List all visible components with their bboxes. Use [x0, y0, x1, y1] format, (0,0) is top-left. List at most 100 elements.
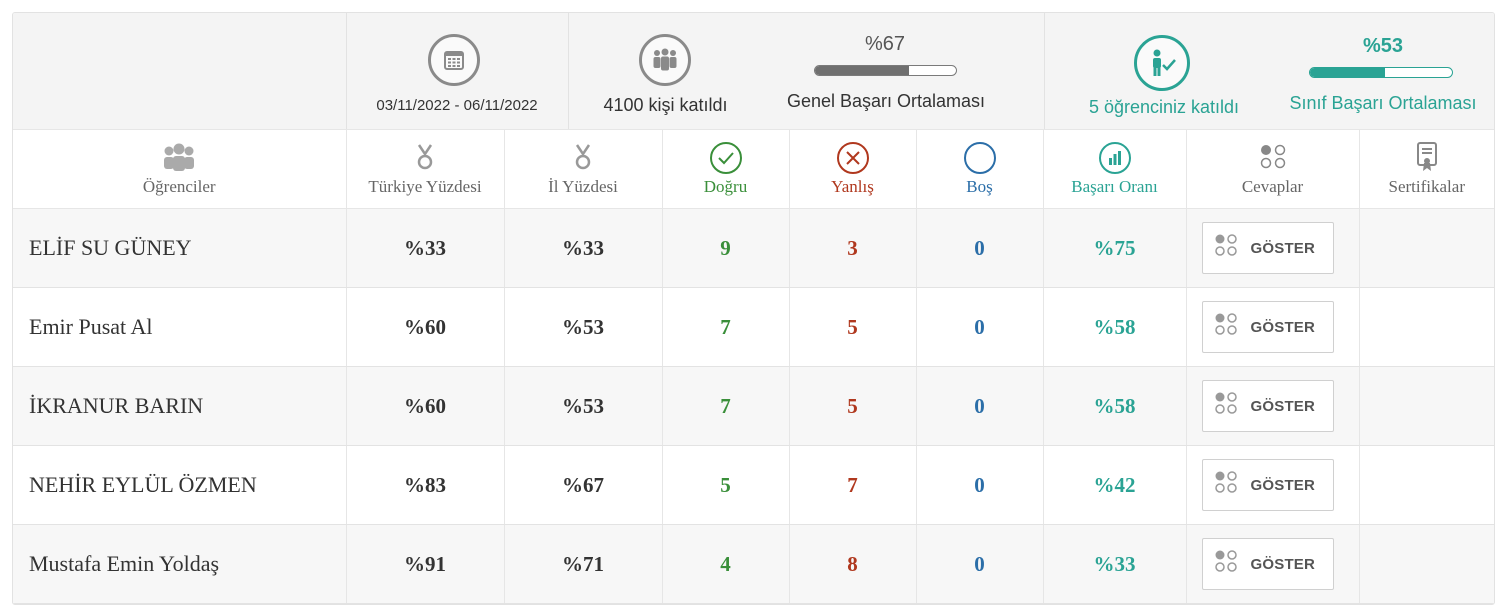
student-name: Emir Pusat Al — [13, 287, 346, 367]
answers-cell: GÖSTER — [1185, 366, 1359, 446]
show-answers-button[interactable]: GÖSTER — [1201, 301, 1334, 353]
column-label: Türkiye Yüzdesi — [368, 177, 482, 196]
il-percent: %33 — [503, 208, 662, 288]
column-certificates: Sertifikalar — [1358, 130, 1495, 209]
column-label: Öğrenciler — [142, 177, 216, 196]
student-name: Mustafa Emin Yoldaş — [13, 524, 346, 604]
column-il-percent: İl Yüzdesi — [503, 130, 662, 209]
show-button-label: GÖSTER — [1250, 476, 1316, 494]
empty-count: 0 — [915, 524, 1043, 604]
show-answers-button[interactable]: GÖSTER — [1201, 538, 1334, 590]
bar-chart-circle-icon — [1044, 141, 1186, 175]
wrong-count: 8 — [788, 524, 916, 604]
column-wrong: Yanlış — [788, 130, 916, 209]
column-label: Yanlış — [831, 177, 874, 196]
il-percent: %67 — [503, 445, 662, 525]
certificate-cell — [1358, 366, 1494, 446]
show-button-label: GÖSTER — [1250, 239, 1316, 257]
student-check-icon — [1134, 35, 1190, 91]
table-row: NEHİR EYLÜL ÖZMEN %83 %67 5 7 0 %42 GÖSTER — [13, 445, 1494, 525]
students-participated: 5 öğrenciniz katıldı — [1088, 97, 1240, 117]
table-row: Emir Pusat Al %60 %53 7 5 0 %58 GÖSTER — [13, 287, 1494, 367]
answers-cell: GÖSTER — [1185, 287, 1359, 367]
answer-dots-icon — [1213, 548, 1239, 580]
column-label: İl Yüzdesi — [548, 177, 618, 196]
general-average-label: Genel Başarı Ortalaması — [786, 91, 986, 111]
success-rate: %33 — [1042, 524, 1186, 604]
success-rate: %42 — [1042, 445, 1186, 525]
certificate-icon — [1360, 141, 1495, 175]
correct-count: 7 — [661, 287, 789, 367]
correct-count: 4 — [661, 524, 789, 604]
column-success-rate: Başarı Oranı — [1042, 130, 1186, 209]
class-average-label: Sınıf Başarı Ortalaması — [1289, 93, 1477, 113]
wrong-count: 5 — [788, 366, 916, 446]
group-people-icon — [639, 34, 691, 86]
divider — [346, 13, 347, 129]
empty-count: 0 — [915, 287, 1043, 367]
certificate-cell — [1358, 287, 1494, 367]
answer-dots-icon — [1213, 311, 1239, 343]
column-label: Başarı Oranı — [1071, 177, 1158, 196]
class-average-progress-bar — [1309, 67, 1453, 78]
answer-dots-icon — [1213, 469, 1239, 501]
turkiye-percent: %91 — [345, 524, 504, 604]
empty-count: 0 — [915, 208, 1043, 288]
wrong-count: 3 — [788, 208, 916, 288]
divider — [1044, 13, 1045, 129]
show-button-label: GÖSTER — [1250, 555, 1316, 573]
progress-fill — [815, 66, 910, 75]
medal-icon — [505, 141, 662, 175]
class-average-percent: %53 — [1362, 35, 1404, 57]
cross-circle-icon — [790, 141, 916, 175]
student-name: İKRANUR BARIN — [13, 366, 346, 446]
show-answers-button[interactable]: GÖSTER — [1201, 459, 1334, 511]
success-rate: %58 — [1042, 366, 1186, 446]
column-turkiye-percent: Türkiye Yüzdesi — [345, 130, 504, 209]
certificate-cell — [1358, 445, 1494, 525]
answer-dots-icon — [1213, 390, 1239, 422]
participants-count: 4100 kişi katıldı — [603, 95, 728, 115]
show-button-label: GÖSTER — [1250, 318, 1316, 336]
results-table: Öğrenciler Türkiye Yüzdesi İl Yüzdesi — [13, 130, 1494, 604]
correct-count: 7 — [661, 366, 789, 446]
wrong-count: 7 — [788, 445, 916, 525]
column-label: Doğru — [703, 177, 748, 196]
answers-cell: GÖSTER — [1185, 208, 1359, 288]
column-students: Öğrenciler — [13, 130, 346, 209]
correct-count: 5 — [661, 445, 789, 525]
success-rate: %58 — [1042, 287, 1186, 367]
turkiye-percent: %60 — [345, 366, 504, 446]
certificate-cell — [1358, 208, 1494, 288]
check-circle-icon — [663, 141, 789, 175]
general-average-percent: %67 — [864, 33, 906, 55]
empty-count: 0 — [915, 445, 1043, 525]
medal-icon — [347, 141, 504, 175]
il-percent: %71 — [503, 524, 662, 604]
student-name: NEHİR EYLÜL ÖZMEN — [13, 445, 346, 525]
show-answers-button[interactable]: GÖSTER — [1201, 222, 1334, 274]
group-people-icon — [13, 141, 346, 175]
date-range: 03/11/2022 - 06/11/2022 — [376, 97, 538, 114]
column-answers: Cevaplar — [1185, 130, 1359, 209]
wrong-count: 5 — [788, 287, 916, 367]
table-row: Mustafa Emin Yoldaş %91 %71 4 8 0 %33 GÖSTER — [13, 524, 1494, 604]
progress-fill — [1310, 68, 1386, 77]
certificate-cell — [1358, 524, 1494, 604]
general-average-progress-bar — [814, 65, 957, 76]
divider — [568, 13, 569, 129]
il-percent: %53 — [503, 287, 662, 367]
correct-count: 9 — [661, 208, 789, 288]
student-name: ELİF SU GÜNEY — [13, 208, 346, 288]
answer-dots-icon — [1213, 232, 1239, 264]
column-label: Boş — [966, 177, 993, 196]
show-button-label: GÖSTER — [1250, 397, 1316, 415]
show-answers-button[interactable]: GÖSTER — [1201, 380, 1334, 432]
column-correct: Doğru — [661, 130, 789, 209]
table-header-row: Öğrenciler Türkiye Yüzdesi İl Yüzdesi — [13, 130, 1494, 209]
column-label: Sertifikalar — [1388, 177, 1465, 196]
calendar-icon — [428, 34, 480, 86]
summary-band: 03/11/2022 - 06/11/2022 4100 kişi katıld… — [13, 13, 1494, 130]
empty-circle-icon — [917, 141, 1043, 175]
column-label: Cevaplar — [1241, 177, 1304, 196]
